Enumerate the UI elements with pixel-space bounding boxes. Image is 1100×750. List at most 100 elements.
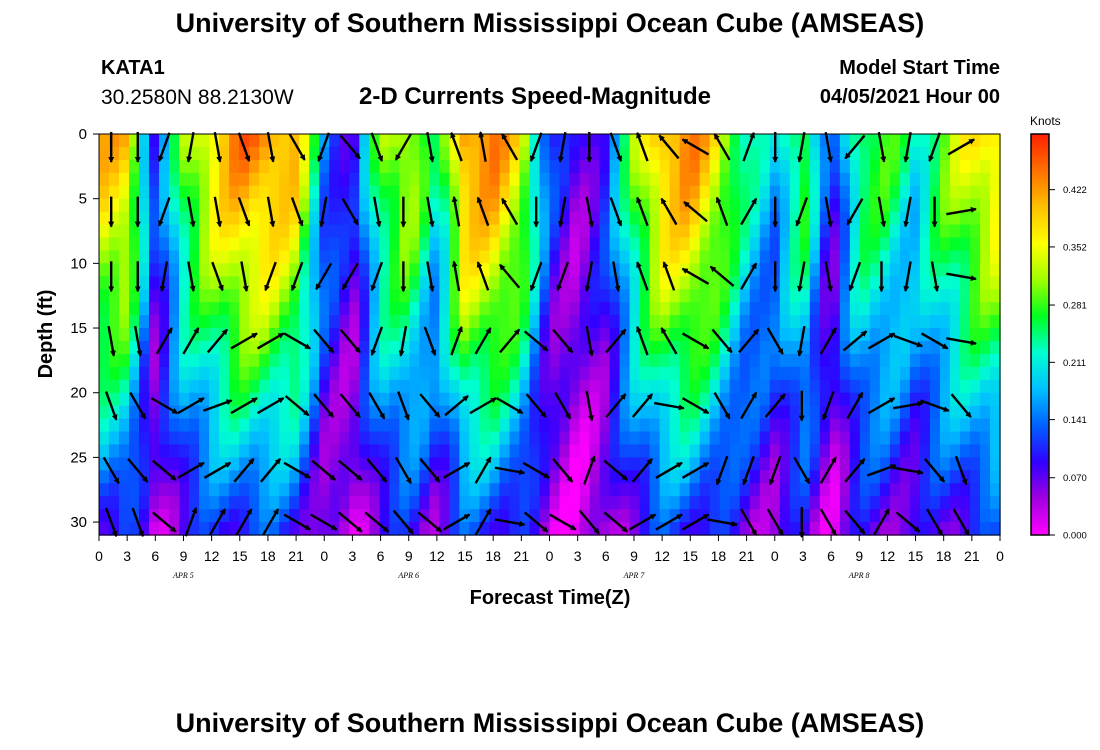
heatmap-cell: [389, 431, 401, 446]
current-vector: [310, 513, 338, 531]
current-vector: [206, 328, 229, 354]
heatmap-cell: [549, 289, 561, 303]
x-tick-label: 0: [95, 548, 103, 564]
heatmap-cell: [509, 509, 521, 523]
heatmap-cell: [529, 302, 541, 316]
current-vector: [264, 261, 277, 292]
heatmap-cell: [689, 224, 701, 239]
heatmap-cell: [769, 172, 781, 187]
heatmap-cell: [279, 302, 290, 316]
heatmap-cell: [659, 224, 671, 239]
heatmap-cell: [189, 392, 200, 407]
heatmap-cell: [529, 159, 541, 174]
heatmap-cell: [849, 392, 861, 407]
heatmap-cell: [839, 185, 851, 200]
heatmap-cell: [329, 431, 340, 446]
heatmap-cell: [559, 302, 571, 316]
heatmap-cell: [929, 159, 941, 174]
current-vector: [423, 326, 437, 357]
heatmap-cell: [339, 340, 350, 355]
heatmap-cell: [579, 379, 591, 394]
heatmap-cell: [449, 470, 461, 484]
heatmap-cell: [189, 159, 200, 174]
heatmap-cell: [769, 522, 781, 536]
heatmap-cell: [869, 172, 881, 187]
heatmap-cell: [329, 250, 340, 265]
heatmap-cell: [499, 224, 511, 239]
heatmap-cell: [259, 185, 270, 200]
x-tick-label: 6: [151, 548, 159, 564]
heatmap-cell: [809, 392, 821, 407]
heatmap-cell: [939, 457, 951, 472]
current-vector: [609, 132, 623, 162]
heatmap-cell: [819, 431, 831, 446]
heatmap-cell: [929, 185, 941, 200]
heatmap-cell: [899, 237, 911, 252]
heatmap-cell: [259, 315, 270, 329]
heatmap-cell: [319, 496, 330, 510]
heatmap-cell: [649, 185, 661, 200]
heatmap-cell: [639, 263, 651, 277]
heatmap-cell: [769, 328, 781, 342]
heatmap-cell: [489, 483, 501, 497]
current-vector: [903, 196, 912, 228]
heatmap-cell: [139, 483, 150, 497]
heatmap-cell: [319, 315, 330, 329]
heatmap-cell: [729, 470, 741, 484]
heatmap-cell: [539, 263, 551, 277]
heatmap-cell: [549, 250, 561, 265]
heatmap-cell: [959, 211, 971, 226]
heatmap-cell: [789, 470, 801, 484]
heatmap-cell: [359, 379, 370, 394]
heatmap-cell: [279, 146, 290, 161]
heatmap-cell: [559, 470, 571, 484]
heatmap-cell: [829, 159, 841, 174]
heatmap-cell: [889, 405, 901, 420]
heatmap-cell: [929, 134, 941, 148]
current-vector: [203, 461, 232, 479]
heatmap-cell: [779, 457, 791, 472]
heatmap-cell: [219, 444, 230, 459]
heatmap-cell: [879, 353, 891, 368]
heatmap-cell: [829, 134, 841, 148]
heatmap-cell: [699, 366, 711, 381]
heatmap-cell: [259, 353, 270, 368]
heatmap-cell: [899, 185, 911, 200]
heatmap-cell: [369, 159, 381, 174]
heatmap-cell: [229, 470, 240, 484]
heatmap-cell: [709, 146, 721, 161]
heatmap-cell: [629, 431, 641, 446]
heatmap-cell: [769, 405, 781, 420]
heatmap-cell: [799, 302, 811, 316]
current-vector: [636, 131, 649, 162]
heatmap-cell: [749, 134, 761, 148]
heatmap-cell: [579, 522, 591, 536]
heatmap-cell: [309, 146, 320, 161]
heatmap-cell: [179, 328, 190, 342]
x-tick-label: 21: [964, 548, 980, 564]
heatmap-cell: [909, 328, 921, 342]
heatmap-cell: [629, 483, 641, 497]
heatmap-cell: [949, 457, 961, 472]
heatmap-cell: [439, 457, 451, 472]
heatmap-cell: [479, 496, 491, 510]
heatmap-cell: [939, 366, 951, 381]
heatmap-cell: [569, 418, 581, 433]
heatmap-cell: [939, 224, 951, 239]
heatmap-cell: [619, 418, 631, 433]
heatmap-cell: [809, 276, 821, 290]
heatmap-cell: [589, 457, 601, 472]
heatmap-cell: [689, 198, 701, 213]
heatmap-cell: [459, 353, 471, 368]
heatmap-cell: [499, 444, 511, 459]
heatmap-cell: [629, 146, 641, 161]
heatmap-cell: [749, 340, 761, 355]
heatmap-cell: [899, 366, 911, 381]
heatmap-cell: [569, 366, 581, 381]
heatmap-cell: [159, 250, 170, 265]
current-vector: [653, 401, 685, 411]
heatmap-cell: [569, 431, 581, 446]
heatmap-cell: [109, 379, 120, 394]
heatmap-cell: [659, 444, 671, 459]
heatmap-cell: [719, 159, 731, 174]
